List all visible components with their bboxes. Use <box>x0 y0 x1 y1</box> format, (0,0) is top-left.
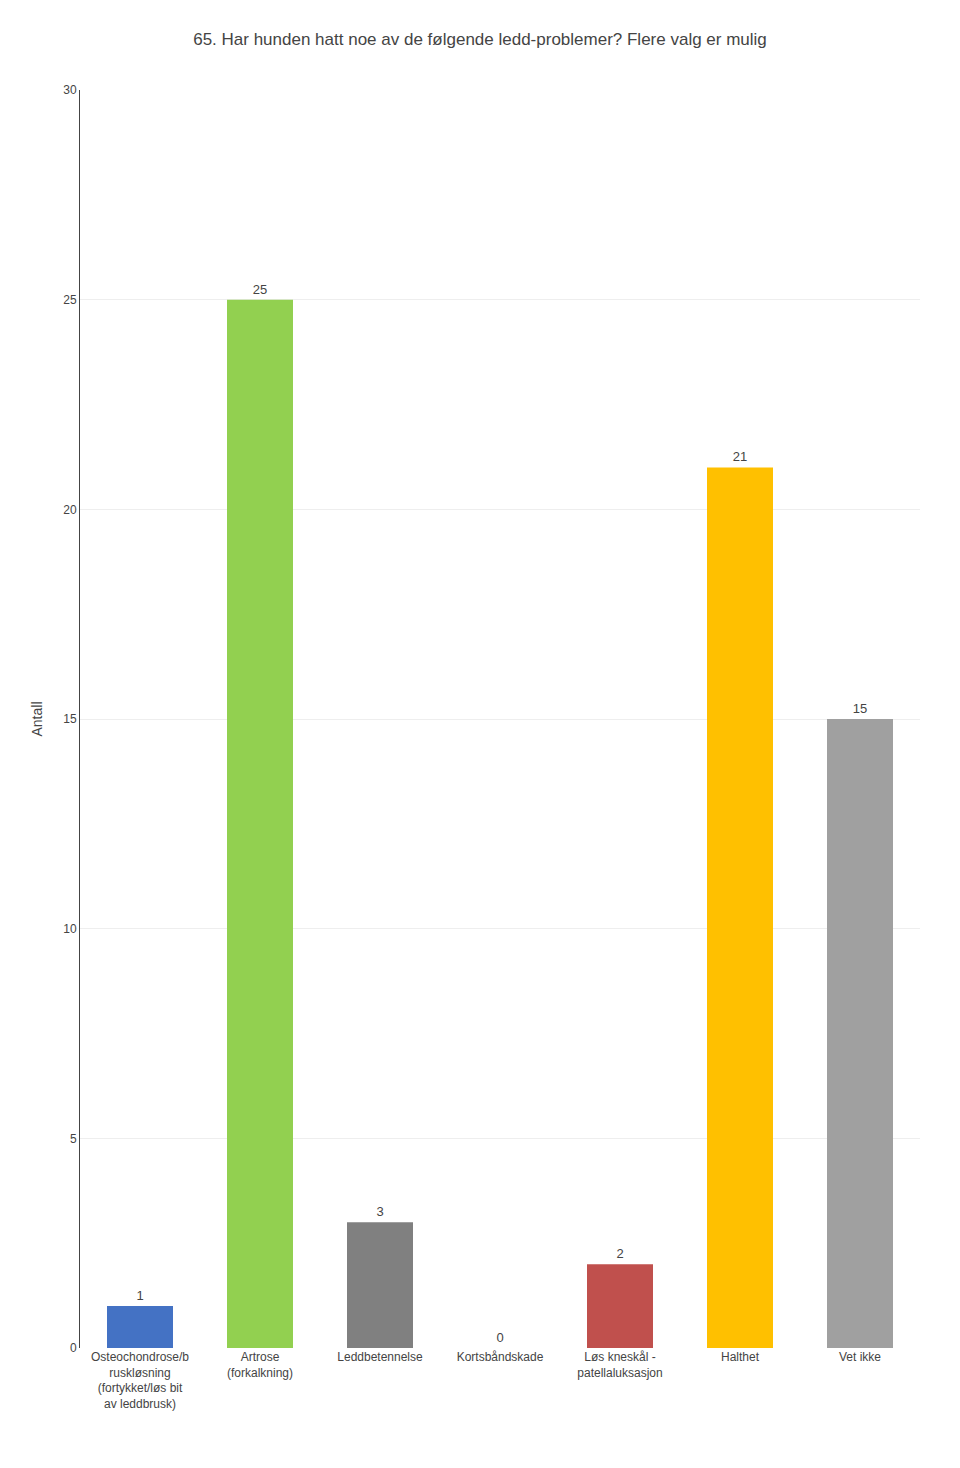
svg-text:Kortsbåndskade: Kortsbåndskade <box>457 1350 544 1364</box>
svg-text:15: 15 <box>63 712 77 726</box>
svg-text:Osteochondrose/bruskløsning(fo: Osteochondrose/bruskløsning(fortykket/lø… <box>91 1350 189 1411</box>
svg-text:Halthet: Halthet <box>721 1350 760 1364</box>
svg-text:65. Har hunden hatt noe av de: 65. Har hunden hatt noe av de følgende l… <box>193 30 767 49</box>
svg-text:2: 2 <box>616 1246 623 1261</box>
svg-text:15: 15 <box>853 701 867 716</box>
svg-text:Leddbetennelse: Leddbetennelse <box>337 1350 423 1364</box>
svg-text:0: 0 <box>496 1330 503 1345</box>
svg-text:30: 30 <box>63 83 77 97</box>
svg-text:3: 3 <box>376 1204 383 1219</box>
svg-text:25: 25 <box>253 282 267 297</box>
svg-text:25: 25 <box>63 293 77 307</box>
svg-text:Vet ikke: Vet ikke <box>839 1350 881 1364</box>
svg-text:20: 20 <box>63 503 77 517</box>
svg-text:1: 1 <box>136 1288 143 1303</box>
svg-text:0: 0 <box>70 1341 77 1355</box>
svg-text:21: 21 <box>733 449 747 464</box>
svg-text:Løs kneskål -patellaluksasjon: Løs kneskål -patellaluksasjon <box>577 1350 662 1380</box>
svg-text:Antall: Antall <box>29 701 45 736</box>
svg-text:Artrose(forkalkning): Artrose(forkalkning) <box>227 1350 293 1380</box>
svg-text:10: 10 <box>63 922 77 936</box>
svg-text:5: 5 <box>70 1132 77 1146</box>
